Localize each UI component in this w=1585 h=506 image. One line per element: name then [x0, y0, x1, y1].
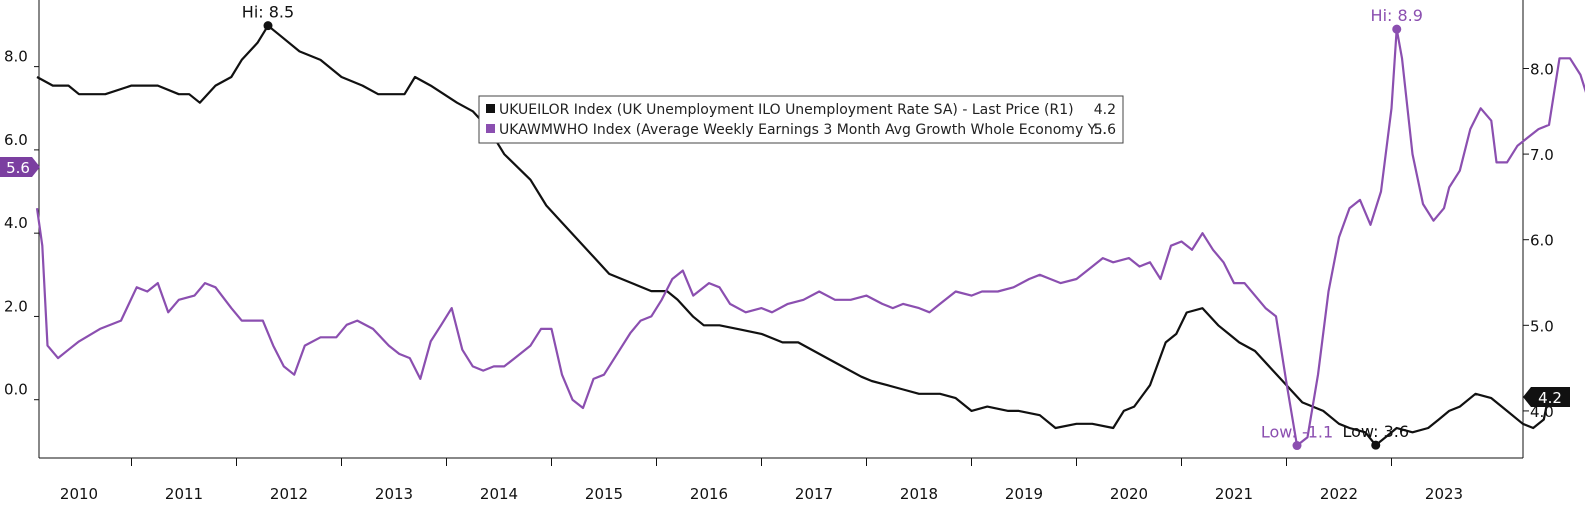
left-axis-ticks: 0.0 2.0 4.0 6.0 8.0 — [4, 48, 39, 401]
earnings-high-marker — [1392, 24, 1402, 34]
x-tick-label: 2011 — [165, 485, 203, 503]
left-value-tag: 5.6 — [0, 157, 40, 177]
y-right-tick-label: 5.0 — [1530, 317, 1554, 335]
legend-label-unemployment: UKUEILOR Index (UK Unemployment ILO Unem… — [499, 102, 1074, 118]
y-right-tick-label: 8.0 — [1530, 60, 1554, 78]
x-tick-label: 2014 — [480, 485, 518, 503]
x-tick-label: 2021 — [1215, 485, 1253, 503]
x-tick-label: 2015 — [585, 485, 623, 503]
y-right-tick-label: 7.0 — [1530, 146, 1554, 164]
unemployment-low-marker — [1371, 440, 1381, 450]
earnings-low-label: Low: -1.1 — [1261, 423, 1333, 442]
annotations: Hi: 8.5 Low: 3.6 Hi: 8.9 Low: -1.1 — [242, 3, 1423, 451]
legend-swatch-unemployment — [486, 104, 495, 113]
legend-label-earnings: UKAWMWHO Index (Average Weekly Earnings … — [499, 122, 1107, 138]
right-axis-ticks: 4.0 5.0 6.0 7.0 8.0 — [1523, 60, 1554, 421]
right-value-tag-text: 4.2 — [1538, 389, 1562, 407]
unemployment-low-label: Low: 3.6 — [1342, 422, 1409, 441]
legend: UKUEILOR Index (UK Unemployment ILO Unem… — [478, 95, 1124, 144]
x-tick-label: 2022 — [1320, 485, 1358, 503]
legend-last-earnings: 5.6 — [1094, 122, 1116, 138]
legend-box — [478, 95, 1124, 144]
y-right-tick-label: 6.0 — [1530, 232, 1554, 250]
y-left-tick-label: 6.0 — [4, 131, 28, 149]
y-left-tick-label: 0.0 — [4, 381, 28, 399]
x-tick-label: 2017 — [795, 485, 833, 503]
left-value-tag-text: 5.6 — [6, 159, 30, 177]
legend-last-unemployment: 4.2 — [1094, 102, 1116, 118]
x-tick-label: 2018 — [900, 485, 938, 503]
earnings-high-label: Hi: 8.9 — [1371, 6, 1423, 25]
x-tick-label: 2016 — [690, 485, 728, 503]
left-value-tag-shape — [0, 157, 40, 177]
unemployment-high-marker — [263, 21, 273, 31]
right-value-tag: 4.2 — [1523, 387, 1570, 407]
unemployment-high-label: Hi: 8.5 — [242, 3, 294, 22]
series-line-earnings — [35, 28, 1585, 447]
x-tick-label: 2020 — [1110, 485, 1148, 503]
earnings-low-marker — [1292, 441, 1302, 451]
y-left-tick-label: 8.0 — [4, 48, 28, 66]
x-tick-label: 2012 — [270, 485, 308, 503]
series-lines — [35, 24, 1585, 447]
y-left-tick-label: 4.0 — [4, 214, 28, 232]
x-tick-label: 2013 — [375, 485, 413, 503]
y-left-tick-label: 2.0 — [4, 297, 28, 315]
x-tick-label: 2023 — [1425, 485, 1463, 503]
legend-swatch-earnings — [486, 124, 495, 133]
series-line-unemployment — [36, 24, 1551, 447]
y-right-tick-label: 4.0 — [1530, 403, 1554, 421]
x-tick-label: 2010 — [60, 485, 98, 503]
x-tick-label: 2019 — [1005, 485, 1043, 503]
x-axis-ticks: 2010 2011 2012 2013 2014 2015 2016 2017 2018 2019… — [60, 458, 1463, 503]
right-value-tag-shape — [1523, 387, 1570, 407]
